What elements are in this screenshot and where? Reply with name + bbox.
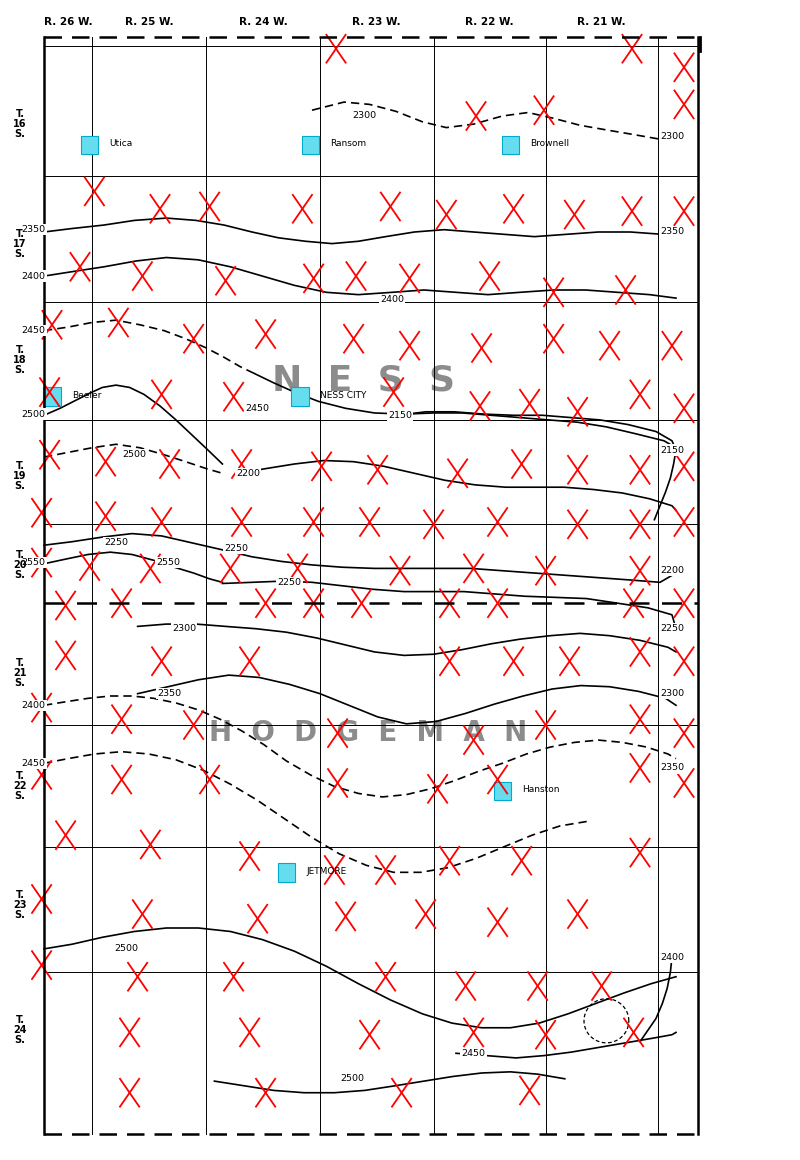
FancyBboxPatch shape [278, 863, 295, 882]
Text: 2300: 2300 [660, 132, 684, 142]
Text: 2500: 2500 [22, 409, 46, 419]
FancyBboxPatch shape [291, 387, 309, 406]
Text: 2450: 2450 [22, 759, 46, 768]
Text: 2450: 2450 [462, 1049, 486, 1058]
Text: 2500: 2500 [340, 1074, 364, 1083]
Text: 2150: 2150 [388, 411, 412, 420]
Text: Utica: Utica [110, 139, 133, 148]
Text: T.
20
S.: T. 20 S. [14, 550, 26, 580]
Text: R. 26 W.: R. 26 W. [44, 17, 92, 27]
Text: 2550: 2550 [22, 558, 46, 567]
Text: R. 22 W.: R. 22 W. [466, 17, 514, 27]
Text: NESS CITY: NESS CITY [320, 391, 366, 400]
FancyBboxPatch shape [43, 387, 61, 406]
Text: Beeler: Beeler [72, 391, 102, 400]
Text: 2250: 2250 [104, 538, 128, 548]
Text: 2300: 2300 [172, 624, 196, 633]
Text: 2550: 2550 [156, 558, 180, 567]
FancyBboxPatch shape [81, 136, 98, 154]
Text: T.
17
S.: T. 17 S. [14, 229, 26, 259]
Text: 2400: 2400 [660, 952, 684, 962]
Text: JETMORE: JETMORE [306, 867, 346, 876]
Text: 2500: 2500 [114, 944, 138, 954]
Text: T.
19
S.: T. 19 S. [14, 461, 26, 491]
Text: 2350: 2350 [22, 225, 46, 234]
FancyBboxPatch shape [502, 136, 519, 154]
Text: N  E  S  S: N E S S [273, 363, 455, 398]
Text: 2300: 2300 [352, 111, 376, 121]
Text: 2300: 2300 [660, 689, 684, 698]
Text: 2350: 2350 [660, 763, 684, 773]
Text: T.
22
S.: T. 22 S. [14, 771, 26, 802]
Text: T.
23
S.: T. 23 S. [14, 890, 26, 920]
Text: 2400: 2400 [22, 701, 46, 710]
Text: R. 21 W.: R. 21 W. [578, 17, 626, 27]
Text: T.
18
S.: T. 18 S. [13, 345, 27, 375]
Text: R. 23 W.: R. 23 W. [353, 17, 401, 27]
Text: Ransom: Ransom [330, 139, 366, 148]
Text: 2400: 2400 [380, 295, 404, 304]
Text: T.
16
S.: T. 16 S. [14, 109, 26, 139]
Text: 2200: 2200 [236, 469, 260, 478]
Text: 2450: 2450 [246, 404, 270, 413]
Text: R. 24 W.: R. 24 W. [239, 17, 287, 27]
Text: 2200: 2200 [660, 566, 684, 575]
Text: 2350: 2350 [660, 227, 684, 237]
Text: 2150: 2150 [660, 445, 684, 455]
Text: Brownell: Brownell [530, 139, 570, 148]
Text: Hanston: Hanston [522, 785, 560, 795]
Text: H  O  D  G  E  M  A  N: H O D G E M A N [209, 719, 527, 747]
Text: 2250: 2250 [278, 578, 302, 587]
FancyBboxPatch shape [302, 136, 319, 154]
Text: 2350: 2350 [158, 689, 182, 698]
Text: 2250: 2250 [224, 544, 248, 553]
FancyBboxPatch shape [494, 782, 511, 800]
Text: 2400: 2400 [22, 271, 46, 281]
Text: R. 25 W.: R. 25 W. [125, 17, 174, 27]
Text: T.
21
S.: T. 21 S. [14, 658, 26, 688]
Text: 2500: 2500 [122, 450, 146, 459]
Text: T.
24
S.: T. 24 S. [14, 1015, 26, 1045]
Text: 2450: 2450 [22, 326, 46, 335]
Text: 2250: 2250 [660, 624, 684, 633]
